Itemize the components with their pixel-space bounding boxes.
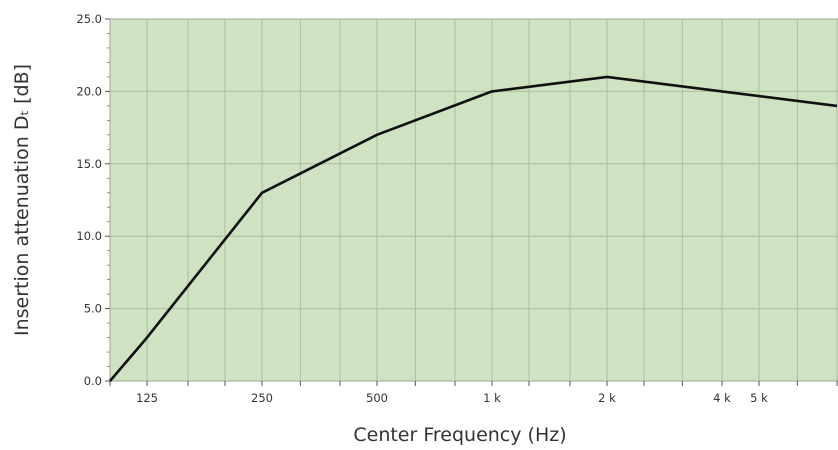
grid-lines	[109, 18, 838, 382]
y-axis-title: Insertion attenuation Dₜ [dB]	[11, 64, 33, 336]
y-tick-label: 5.0	[84, 302, 102, 316]
plot-area	[110, 19, 838, 381]
x-tick-label: 4 k	[713, 391, 731, 405]
y-tick-label: 20.0	[76, 84, 102, 98]
y-tick-label: 25.0	[76, 12, 102, 26]
y-axis-ticks: 0.0 5.0 10.0 15.0 20.0 25.0	[76, 12, 110, 388]
x-tick-label: 1 k	[483, 391, 501, 405]
y-tick-label: 15.0	[76, 157, 102, 171]
y-tick-label: 10.0	[76, 229, 102, 243]
x-axis-title: Center Frequency (Hz)	[353, 424, 566, 446]
y-tick-label: 0.0	[84, 374, 102, 388]
x-tick-label: 2 k	[598, 391, 616, 405]
x-tick-label: 5 k	[750, 391, 768, 405]
x-tick-label: 250	[251, 391, 273, 405]
x-axis-ticks: 125 250 500 1 k 2 k 4 k 5 k	[109, 381, 838, 405]
x-tick-label: 125	[136, 391, 158, 405]
series-line	[109, 75, 838, 382]
x-tick-label: 500	[366, 391, 388, 405]
